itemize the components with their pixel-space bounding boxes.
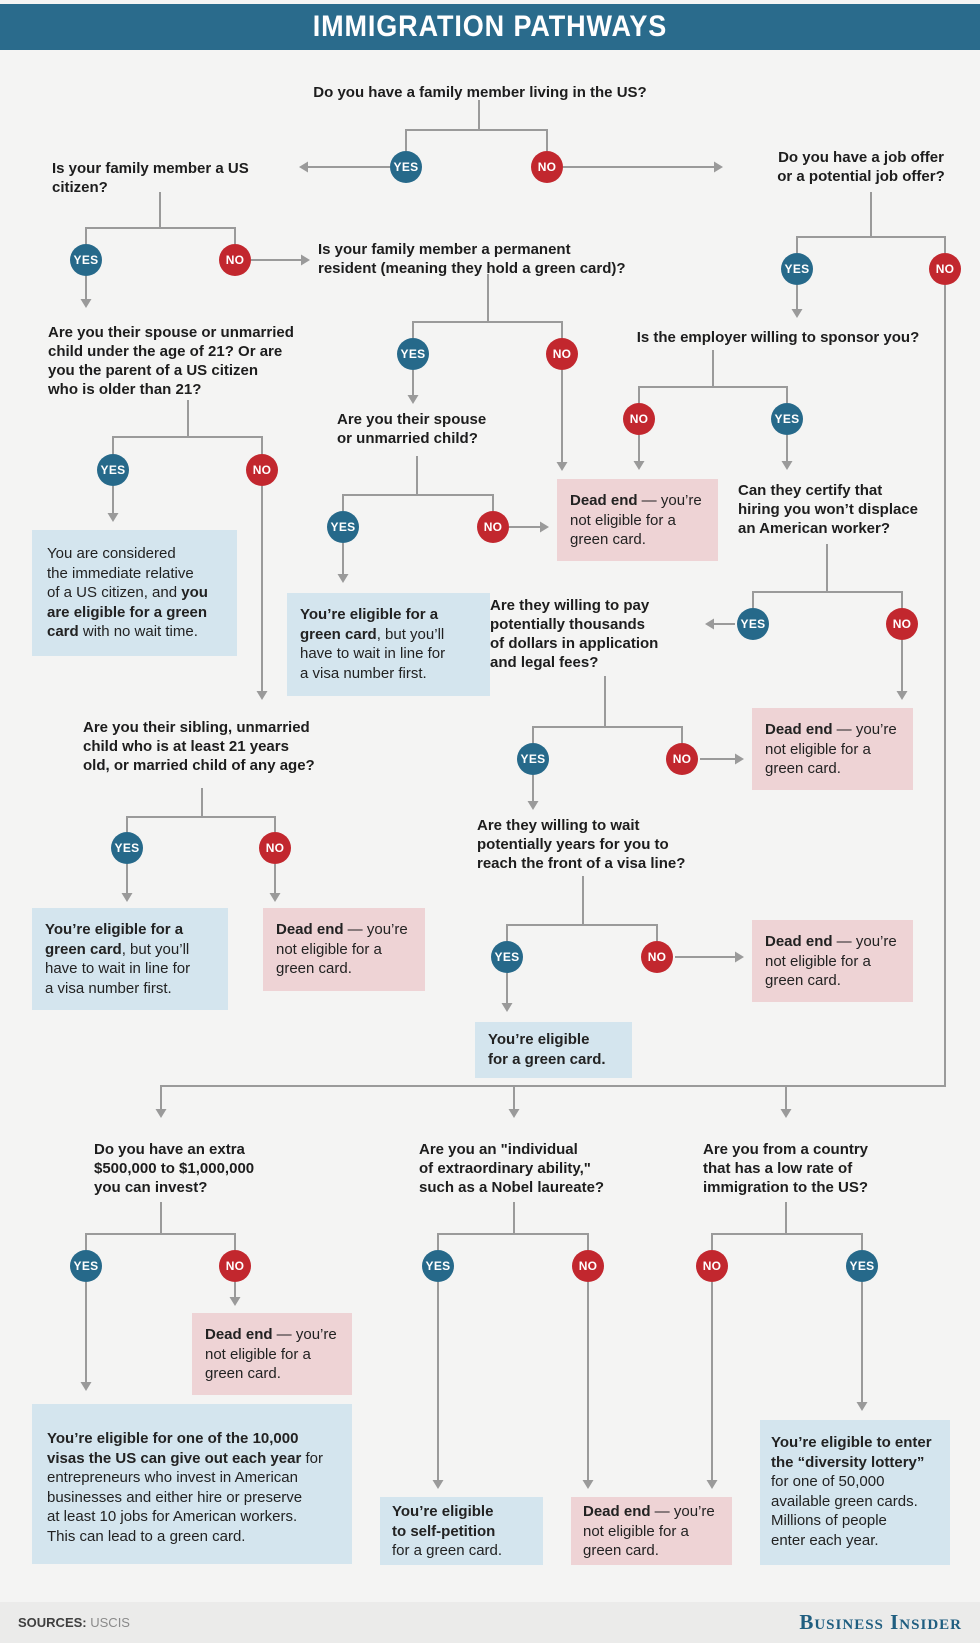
question-wait-years: Are they willing to wait potentially yea… <box>477 817 686 872</box>
badge-job-yes: YES <box>781 253 813 285</box>
result-eligible-green-card: You’re eligible for a green card. <box>475 1022 632 1078</box>
result-dead-end-certify: Dead end — you’re not eligible for a gre… <box>752 708 913 790</box>
badge-pay-yes: YES <box>517 743 549 775</box>
sources-value: USCIS <box>90 1615 130 1630</box>
badge-certify-no: NO <box>886 608 918 640</box>
question-low-rate-country: Are you from a country that has a low ra… <box>703 1141 869 1196</box>
result-dead-end-sibling: Dead end — you’re not eligible for a gre… <box>263 908 425 991</box>
result-wait-visa-sibling: You’re eligible for a green card, but yo… <box>32 908 228 1010</box>
badge-ability-no: NO <box>572 1250 604 1282</box>
result-diversity-lottery: You’re eligible to enter the “diversity … <box>760 1420 950 1565</box>
badge-country-no: NO <box>696 1250 728 1282</box>
question-family: Do you have a family member living in th… <box>313 84 647 101</box>
badge-sibling-no: NO <box>259 832 291 864</box>
badge-family-yes: YES <box>390 151 422 183</box>
badge-ability-yes: YES <box>422 1250 454 1282</box>
page-title: IMMIGRATION PATHWAYS <box>312 10 668 43</box>
badge-spouse21-yes: YES <box>97 454 129 486</box>
badge-wait-no: NO <box>641 941 673 973</box>
question-certify-worker: Can they certify that hiring you won’t d… <box>738 482 919 537</box>
badge-wait-yes: YES <box>491 941 523 973</box>
badge-sponsor-no: NO <box>623 403 655 435</box>
question-spouse-or-child: Are you their spouse or unmarried child? <box>337 411 487 447</box>
badge-permres-no: NO <box>546 338 578 370</box>
business-insider-logo: Business Insider <box>799 1610 962 1634</box>
badge-invest-no: NO <box>219 1250 251 1282</box>
badge-citizen-yes: YES <box>70 244 102 276</box>
badge-spousechild-no: NO <box>477 511 509 543</box>
result-immediate-relative: You are considered the immediate relativ… <box>32 530 237 656</box>
result-dead-end-wait: Dead end — you’re not eligible for a gre… <box>752 920 913 1002</box>
footer-bar: SOURCES: USCIS Business Insider <box>0 1602 980 1643</box>
question-pay-fees: Are they willing to pay potentially thou… <box>490 597 659 671</box>
badge-job-no: NO <box>929 253 961 285</box>
result-wait-visa-permres: You’re eligible for a green card, but yo… <box>287 593 490 696</box>
question-extraordinary-ability: Are you an "individual of extraordinary … <box>419 1141 605 1196</box>
badge-pay-no: NO <box>666 743 698 775</box>
badge-spousechild-yes: YES <box>327 511 359 543</box>
question-job-offer: Do you have a job offer or a potential j… <box>777 149 945 185</box>
badge-spouse21-no: NO <box>246 454 278 486</box>
question-invest: Do you have an extra $500,000 to $1,000,… <box>94 1141 255 1196</box>
badge-certify-yes: YES <box>737 608 769 640</box>
question-sibling: Are you their sibling, unmarried child w… <box>83 719 315 774</box>
badge-country-yes: YES <box>846 1250 878 1282</box>
question-spouse-under-21: Are you their spouse or unmarried child … <box>48 324 294 398</box>
result-self-petition: You’re eligible to self-petition for a g… <box>380 1497 543 1565</box>
sources-label: SOURCES: <box>18 1615 87 1630</box>
badge-permres-yes: YES <box>397 338 429 370</box>
badge-family-no: NO <box>531 151 563 183</box>
badge-sponsor-yes: YES <box>771 403 803 435</box>
question-employer-sponsor: Is the employer willing to sponsor you? <box>636 329 920 346</box>
sources-line: SOURCES: USCIS <box>18 1615 130 1630</box>
badge-invest-yes: YES <box>70 1250 102 1282</box>
result-dead-end-invest: Dead end — you’re not eligible for a gre… <box>192 1313 352 1395</box>
badge-sibling-yes: YES <box>111 832 143 864</box>
question-citizen: Is your family member a US citizen? <box>52 160 249 196</box>
question-permanent-resident: Is your family member a permanent reside… <box>318 241 626 277</box>
result-investor-visa: You’re eligible for one of the 10,000 vi… <box>32 1404 352 1564</box>
header-bar: IMMIGRATION PATHWAYS <box>0 4 980 50</box>
result-dead-end-ability: Dead end — you’re not eligible for a gre… <box>571 1497 732 1565</box>
badge-citizen-no: NO <box>219 244 251 276</box>
result-dead-end-permres: Dead end — you’re not eligible for a gre… <box>557 479 718 561</box>
